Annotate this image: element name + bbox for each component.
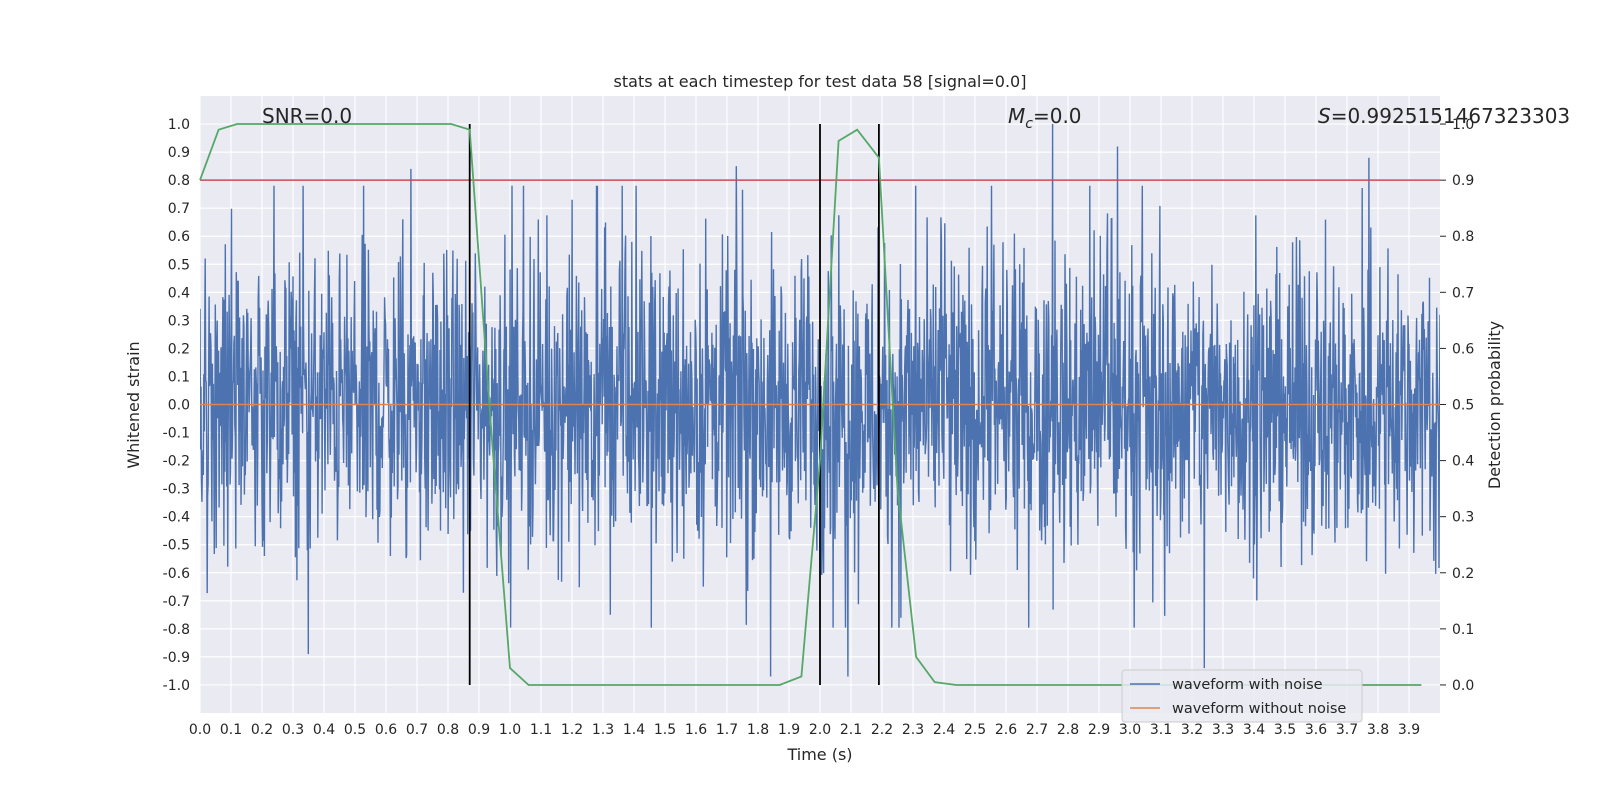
x-tick-label: 3.4 [1243, 722, 1265, 738]
right-y-tick-label: 0.7 [1452, 285, 1474, 301]
x-tick-label: 2.4 [933, 722, 955, 738]
x-tick-label: 1.1 [530, 722, 552, 738]
legend-label-noise: waveform with noise [1172, 677, 1323, 693]
x-tick-label: 1.6 [685, 722, 707, 738]
mc-symbol: M [1008, 104, 1025, 128]
mc-subscript: c [1025, 116, 1033, 132]
s-annotation: S=0.9925151467323303 [1318, 104, 1570, 128]
x-tick-label: 3.8 [1367, 722, 1389, 738]
right-y-tick-label: 1.0 [1452, 117, 1474, 133]
y-tick-label: 0.1 [168, 369, 190, 385]
legend-box [1121, 669, 1363, 723]
y-tick-label: -0.9 [163, 650, 190, 666]
x-tick-label: 1.3 [592, 722, 614, 738]
right-y-tick-label: 0.3 [1452, 510, 1474, 526]
x-tick-label: 2.7 [1026, 722, 1048, 738]
y-tick-label: 0.4 [168, 285, 190, 301]
right-y-tick-labels: 0.0 0.1 0.2 0.3 0.4 0.5 0.6 0.7 0.8 0.9 1.0 [1440, 117, 1474, 694]
x-tick-label: 1.4 [623, 722, 645, 738]
x-tick-label: 0.0 [189, 722, 211, 738]
mc-annotation: Mc=0.0 [1008, 104, 1082, 132]
x-tick-label: 0.8 [437, 722, 459, 738]
y-tick-label: 0.3 [168, 313, 190, 329]
y-tick-label: 0.2 [168, 341, 190, 357]
y-tick-label: -0.2 [163, 454, 190, 470]
snr-annotation: SNR=0.0 [262, 104, 352, 128]
x-tick-label: 0.6 [375, 722, 397, 738]
y-tick-label: -0.7 [163, 594, 190, 610]
y-tick-label: 0.7 [168, 201, 190, 217]
legend-label-clean: waveform without noise [1172, 701, 1346, 717]
x-tick-label: 2.3 [902, 722, 924, 738]
x-tick-label: 1.7 [716, 722, 738, 738]
x-tick-label: 2.2 [871, 722, 893, 738]
x-tick-label: 3.3 [1212, 722, 1234, 738]
x-tick-label: 1.0 [499, 722, 521, 738]
right-y-tick-label: 0.6 [1452, 341, 1474, 357]
y-tick-label: 0.9 [168, 145, 190, 161]
x-axis-label: Time (s) [786, 745, 852, 764]
x-tick-label: 0.2 [251, 722, 273, 738]
right-y-tick-label: 0.0 [1452, 678, 1474, 694]
x-tick-label: 0.5 [344, 722, 366, 738]
y-tick-label: -1.0 [163, 678, 190, 694]
x-tick-label: 2.6 [995, 722, 1017, 738]
x-tick-label: 3.5 [1274, 722, 1296, 738]
right-y-tick-label: 0.8 [1452, 229, 1474, 245]
right-y-tick-label: 0.2 [1452, 566, 1474, 582]
x-tick-label: 3.1 [1150, 722, 1172, 738]
mc-value: =0.0 [1033, 104, 1082, 128]
x-tick-label: 3.7 [1336, 722, 1358, 738]
x-tick-label: 3.0 [1119, 722, 1141, 738]
y-tick-label: 0.5 [168, 257, 190, 273]
y-tick-label: -0.5 [163, 538, 190, 554]
y-tick-label: 0.8 [168, 173, 190, 189]
x-tick-label: 1.8 [747, 722, 769, 738]
chart-title: stats at each timestep for test data 58 … [614, 72, 1027, 91]
y-tick-labels: -1.0 -0.9 -0.8 -0.7 -0.6 -0.5 -0.4 -0.3 -0.2 -0.1… [163, 117, 190, 694]
x-tick-label: 1.9 [778, 722, 800, 738]
right-y-tick-label: 0.4 [1452, 454, 1474, 470]
x-tick-label: 3.9 [1398, 722, 1420, 738]
x-tick-label: 1.2 [561, 722, 583, 738]
right-y-tick-label: 0.5 [1452, 398, 1474, 414]
y-tick-label: 0.0 [168, 398, 190, 414]
right-y-axis-label: Detection probability [1485, 321, 1504, 489]
legend: waveform with noise waveform without noi… [1121, 669, 1363, 723]
right-y-tick-label: 0.1 [1452, 622, 1474, 638]
y-tick-label: -0.4 [163, 510, 190, 526]
x-tick-label: 2.8 [1057, 722, 1079, 738]
x-tick-label: 3.2 [1181, 722, 1203, 738]
x-tick-label: 0.1 [220, 722, 242, 738]
s-symbol: S [1318, 104, 1331, 128]
y-tick-label: -0.8 [163, 622, 190, 638]
x-tick-label: 2.9 [1088, 722, 1110, 738]
x-tick-label: 2.5 [964, 722, 986, 738]
y-tick-label: 1.0 [168, 117, 190, 133]
x-tick-label: 3.6 [1305, 722, 1327, 738]
vertical-markers [468, 124, 880, 685]
y-tick-label: 0.6 [168, 229, 190, 245]
x-tick-labels: 0.0 0.1 0.2 0.3 0.4 0.5 0.6 0.7 0.8 0.9 1.0 1.1 1.2 1… [189, 722, 1420, 738]
x-tick-label: 2.0 [809, 722, 831, 738]
y-axis-label: Whitened strain [124, 341, 143, 468]
x-tick-label: 0.4 [313, 722, 335, 738]
y-tick-label: -0.1 [163, 426, 190, 442]
y-tick-label: -0.3 [163, 482, 190, 498]
y-tick-label: -0.6 [163, 566, 190, 582]
s-value: =0.9925151467323303 [1331, 104, 1570, 128]
x-tick-label: 0.9 [468, 722, 490, 738]
x-tick-label: 0.7 [406, 722, 428, 738]
right-y-tick-label: 0.9 [1452, 173, 1474, 189]
x-tick-label: 0.3 [282, 722, 304, 738]
x-tick-label: 2.1 [840, 722, 862, 738]
x-tick-label: 1.5 [654, 722, 676, 738]
